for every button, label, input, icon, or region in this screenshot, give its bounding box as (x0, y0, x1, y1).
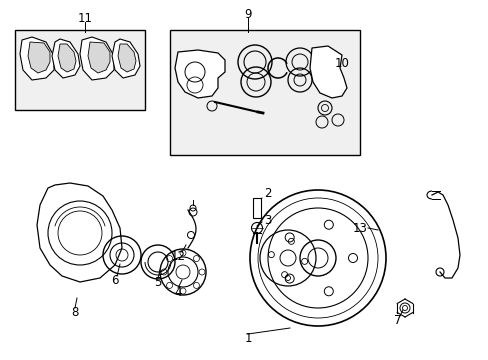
Text: 13: 13 (352, 221, 366, 234)
Bar (15, 30, 145, 110)
Bar (170, 30, 359, 155)
Text: 4: 4 (174, 285, 182, 298)
Text: 10: 10 (334, 57, 349, 69)
Polygon shape (309, 46, 346, 98)
Polygon shape (118, 44, 136, 72)
Polygon shape (88, 42, 110, 73)
Polygon shape (28, 42, 50, 73)
Text: 6: 6 (111, 274, 119, 287)
Polygon shape (20, 37, 54, 80)
Polygon shape (252, 198, 261, 218)
Polygon shape (52, 39, 80, 78)
Text: 11: 11 (77, 12, 92, 24)
Text: 3: 3 (264, 213, 271, 226)
Text: 5: 5 (154, 275, 162, 288)
Text: 9: 9 (244, 8, 251, 21)
Polygon shape (58, 44, 76, 72)
Polygon shape (112, 39, 140, 78)
Text: 12: 12 (170, 249, 185, 262)
Text: 1: 1 (244, 332, 251, 345)
Polygon shape (37, 183, 122, 282)
Text: 8: 8 (71, 306, 79, 319)
Text: 2: 2 (264, 186, 271, 199)
Polygon shape (175, 50, 224, 98)
Polygon shape (80, 37, 114, 80)
Text: 7: 7 (393, 314, 401, 327)
